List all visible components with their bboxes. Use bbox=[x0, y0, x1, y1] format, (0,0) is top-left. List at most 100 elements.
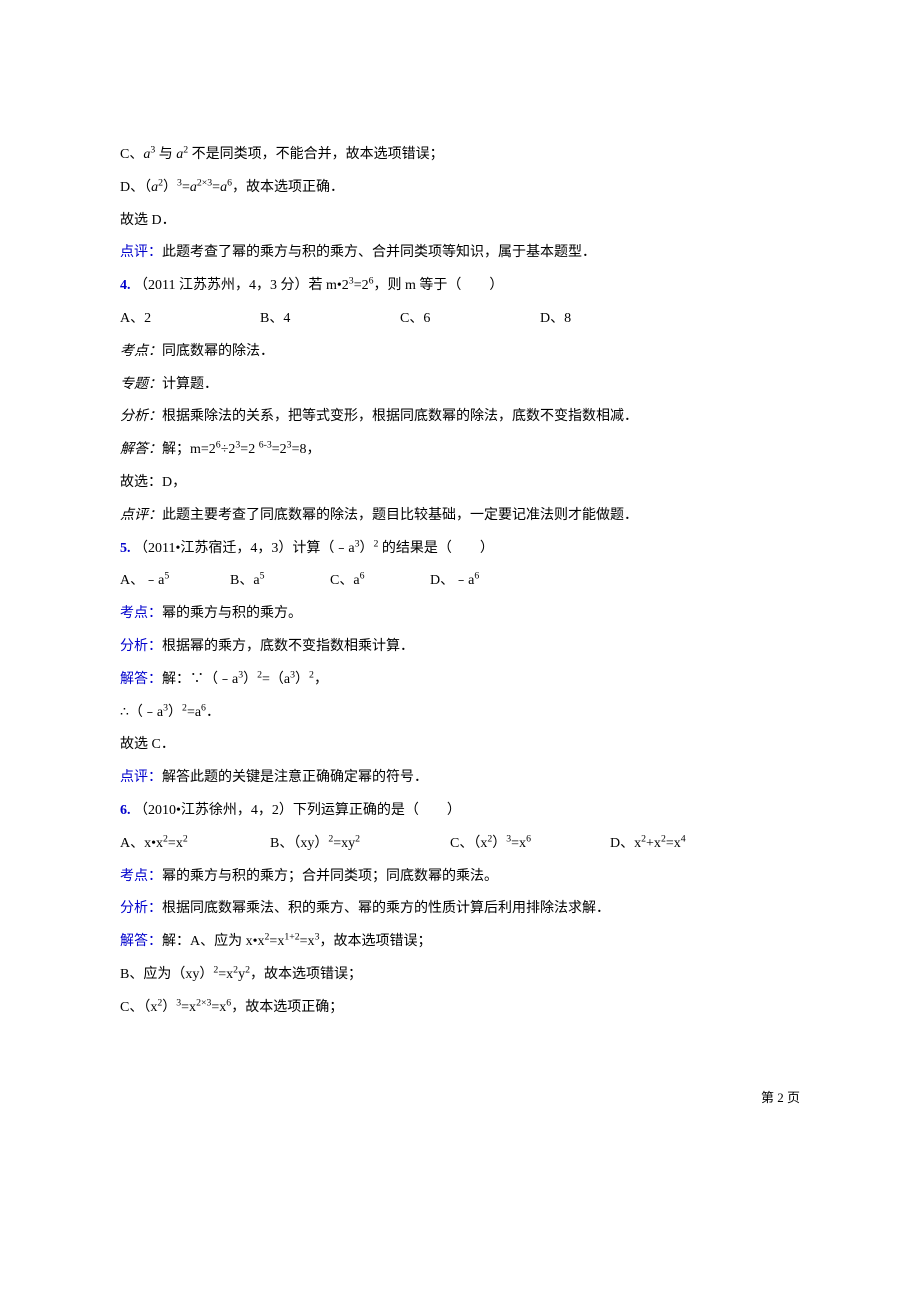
text: ，故本选项错误； bbox=[319, 934, 431, 949]
option-d: D、x2+x2=x4 bbox=[610, 829, 686, 860]
var: a bbox=[190, 180, 197, 195]
text: 解：A、应为 x•x bbox=[162, 934, 265, 949]
q4-dianping: 点评：此题主要考查了同底数幂的除法，题目比较基础，一定要记准法则才能做题． bbox=[120, 501, 800, 532]
text: C、 bbox=[120, 147, 143, 162]
label: 考点： bbox=[120, 869, 162, 884]
label: 解答： bbox=[120, 672, 162, 687]
text: =2 bbox=[240, 442, 258, 457]
text: 根据乘除法的关系，把等式变形，根据同底数幂的除法，底数不变指数相减． bbox=[162, 409, 638, 424]
q4-fenxi: 分析：根据乘除法的关系，把等式变形，根据同底数幂的除法，底数不变指数相减． bbox=[120, 402, 800, 433]
text: ，故本选项正确． bbox=[232, 180, 344, 195]
option-c: C、（x2）3=x6 bbox=[450, 829, 610, 860]
q4-options: A、2B、4C、6D、8 bbox=[120, 304, 800, 335]
q6-kaodian: 考点：幂的乘方与积的乘方；合并同类项；同底数幂的乘法。 bbox=[120, 862, 800, 893]
comment-label: 点评： bbox=[120, 245, 162, 260]
text: 幂的乘方与积的乘方。 bbox=[162, 606, 302, 621]
q-number: 5. bbox=[120, 541, 134, 556]
label: 分析： bbox=[120, 409, 162, 424]
label: 点评： bbox=[120, 770, 162, 785]
text: 解；m=2 bbox=[162, 442, 216, 457]
option-c: C、a6 bbox=[330, 566, 430, 597]
option-a: A、2 bbox=[120, 304, 260, 335]
label: 考点： bbox=[120, 344, 162, 359]
text: 与 bbox=[155, 147, 176, 162]
q6-jieda-c: C、（x2）3=x2×3=x6，故本选项正确； bbox=[120, 993, 800, 1024]
text: =a bbox=[187, 705, 201, 720]
text: =2 bbox=[354, 278, 369, 293]
text: ． bbox=[206, 705, 220, 720]
sup: 1+2 bbox=[284, 931, 299, 942]
label: 分析： bbox=[120, 901, 162, 916]
option-d: D、8 bbox=[540, 304, 571, 335]
text: ） bbox=[295, 672, 309, 687]
q5-stem: 5. （2011•江苏宿迁，4，3）计算（﹣a3）2 的结果是（ ） bbox=[120, 534, 800, 565]
label: 专题： bbox=[120, 377, 162, 392]
option-d: D、﹣a6 bbox=[430, 566, 479, 597]
label: 分析： bbox=[120, 639, 162, 654]
text: =x bbox=[269, 934, 284, 949]
sup: 6-3 bbox=[259, 440, 272, 451]
q5-dianping: 点评：解答此题的关键是注意正确确定幂的符号． bbox=[120, 763, 800, 794]
text: 此题考查了幂的乘方与积的乘方、合并同类项等知识，属于基本题型． bbox=[162, 245, 596, 260]
q6-stem: 6. （2010•江苏徐州，4，2）下列运算正确的是（ ） bbox=[120, 796, 800, 827]
comment-line: 点评：此题考查了幂的乘方与积的乘方、合并同类项等知识，属于基本题型． bbox=[120, 238, 800, 269]
q5-jieda: 解答：解：∵（﹣a3）2=（a3）2， bbox=[120, 665, 800, 696]
q6-options: A、x•x2=x2B、（xy）2=xy2C、（x2）3=x6D、x2+x2=x4 bbox=[120, 829, 800, 860]
text: 幂的乘方与积的乘方；合并同类项；同底数幂的乘法。 bbox=[162, 869, 498, 884]
text: =x bbox=[181, 1000, 196, 1015]
q4-answer: 故选：D， bbox=[120, 468, 800, 499]
text: 不是同类项，不能合并，故本选项错误； bbox=[188, 147, 444, 162]
text: ，则 m 等于（ ） bbox=[374, 278, 504, 293]
sup: 2×3 bbox=[196, 997, 211, 1008]
q5-answer: 故选 C． bbox=[120, 730, 800, 761]
text: ） bbox=[360, 541, 374, 556]
text: 根据同底数幂乘法、积的乘方、幂的乘方的性质计算后利用排除法求解． bbox=[162, 901, 610, 916]
text: （2011•江苏宿迁，4，3）计算（﹣a bbox=[134, 541, 355, 556]
text: ） bbox=[163, 180, 177, 195]
text: ） bbox=[162, 1000, 176, 1015]
answer-line: 故选 D． bbox=[120, 206, 800, 237]
text: =（a bbox=[262, 672, 290, 687]
option-b: B、（xy）2=xy2 bbox=[270, 829, 450, 860]
text: =x bbox=[300, 934, 315, 949]
line-d-option: D、（a2）3=a2×3=a6，故本选项正确． bbox=[120, 173, 800, 204]
q4-jieda: 解答：解；m=26÷23=2 6-3=23=8， bbox=[120, 435, 800, 466]
q4-kaodian: 考点：同底数幂的除法． bbox=[120, 337, 800, 368]
q5-options: A、﹣a5B、a5C、a6D、﹣a6 bbox=[120, 566, 800, 597]
q4-zhuanti: 专题：计算题． bbox=[120, 370, 800, 401]
page-number: 第 2 页 bbox=[120, 1084, 800, 1113]
text: D、（ bbox=[120, 180, 151, 195]
line-c-option: C、a3 与 a2 不是同类项，不能合并，故本选项错误； bbox=[120, 140, 800, 171]
label: 解答： bbox=[120, 442, 162, 457]
text: =2 bbox=[272, 442, 287, 457]
option-b: B、4 bbox=[260, 304, 400, 335]
text: ， bbox=[314, 672, 328, 687]
q4-stem: 4. （2011 江苏苏州，4，3 分）若 m•23=26，则 m 等于（ ） bbox=[120, 271, 800, 302]
text: B、应为（xy） bbox=[120, 967, 213, 982]
q-number: 6. bbox=[120, 803, 134, 818]
text: ÷2 bbox=[221, 442, 236, 457]
text: C、（x bbox=[120, 1000, 157, 1015]
q6-jieda: 解答：解：A、应为 x•x2=x1+2=x3，故本选项错误； bbox=[120, 927, 800, 958]
q5-kaodian: 考点：幂的乘方与积的乘方。 bbox=[120, 599, 800, 630]
option-b: B、a5 bbox=[230, 566, 330, 597]
text: ） bbox=[168, 705, 182, 720]
q5-fenxi: 分析：根据幂的乘方，底数不变指数相乘计算． bbox=[120, 632, 800, 663]
sup: 2×3 bbox=[197, 177, 212, 188]
text: =x bbox=[211, 1000, 226, 1015]
text: y bbox=[238, 967, 245, 982]
text: = bbox=[212, 180, 220, 195]
q6-fenxi: 分析：根据同底数幂乘法、积的乘方、幂的乘方的性质计算后利用排除法求解． bbox=[120, 894, 800, 925]
text: 根据幂的乘方，底数不变指数相乘计算． bbox=[162, 639, 414, 654]
text: =8， bbox=[292, 442, 321, 457]
label: 点评： bbox=[120, 508, 162, 523]
label: 考点： bbox=[120, 606, 162, 621]
text: 同底数幂的除法． bbox=[162, 344, 274, 359]
text: ） bbox=[243, 672, 257, 687]
text: 此题主要考查了同底数幂的除法，题目比较基础，一定要记准法则才能做题． bbox=[162, 508, 638, 523]
q-number: 4. bbox=[120, 278, 134, 293]
text: ，故本选项错误； bbox=[250, 967, 362, 982]
text: 的结果是（ ） bbox=[378, 541, 494, 556]
option-c: C、6 bbox=[400, 304, 540, 335]
text: 计算题． bbox=[162, 377, 218, 392]
